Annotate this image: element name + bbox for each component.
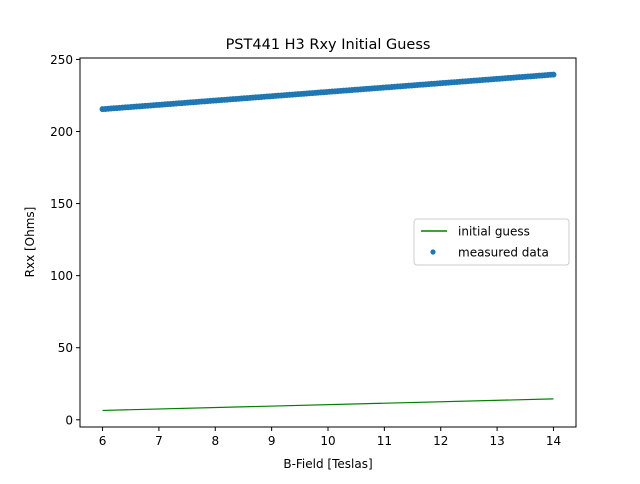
x-tick-label: 6 <box>99 434 107 448</box>
x-tick-label: 13 <box>489 434 504 448</box>
y-tick-label: 200 <box>50 125 73 139</box>
chart-title: PST441 H3 Rxy Initial Guess <box>226 37 431 53</box>
x-tick-label: 7 <box>155 434 163 448</box>
data-point <box>550 71 557 78</box>
y-tick-label: 100 <box>50 269 73 283</box>
x-tick-label: 9 <box>268 434 276 448</box>
legend: initial guess measured data <box>413 218 570 266</box>
x-tick-label: 8 <box>211 434 219 448</box>
legend-label-initial-guess: initial guess <box>458 225 530 239</box>
x-tick-label: 11 <box>377 434 392 448</box>
series-layer <box>99 71 557 412</box>
y-tick-label: 50 <box>58 341 73 355</box>
x-tick-label: 12 <box>433 434 448 448</box>
plot-area: 6 7 8 9 10 11 12 13 14 0 50 100 150 200 250 <box>50 53 577 448</box>
x-axis-ticks: 6 7 8 9 10 11 12 13 14 <box>99 427 561 448</box>
series-line-initial-guess <box>102 398 554 412</box>
y-axis-label: Rxx [Ohms] <box>23 207 37 278</box>
legend-dot-swatch <box>430 249 436 255</box>
x-tick-label: 14 <box>546 434 561 448</box>
x-axis-label: B-Field [Teslas] <box>283 457 372 471</box>
y-tick-label: 250 <box>50 53 73 67</box>
y-tick-label: 150 <box>50 197 73 211</box>
y-axis-ticks: 0 50 100 150 200 250 <box>50 53 80 427</box>
legend-box <box>413 218 570 266</box>
x-tick-label: 10 <box>320 434 335 448</box>
y-tick-label: 0 <box>65 413 73 427</box>
legend-label-measured-data: measured data <box>458 246 549 260</box>
